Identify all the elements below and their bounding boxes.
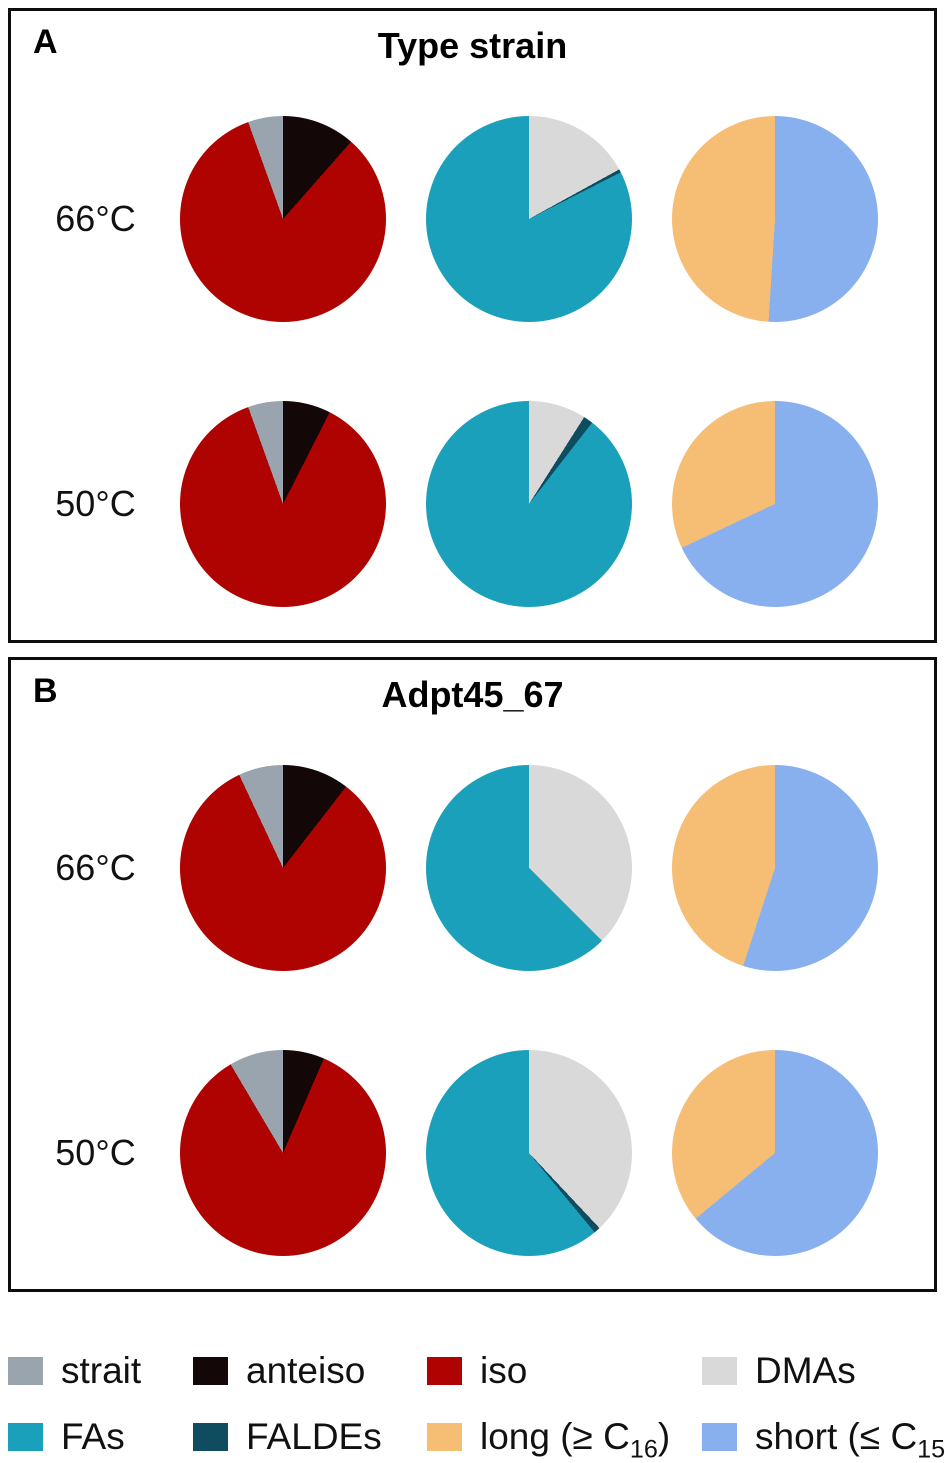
pie-chart-chain-length [672,765,878,971]
legend-swatch-anteiso [193,1357,228,1385]
pie-chart-branching [180,116,386,322]
temperature-label: 66°C [55,198,136,239]
pie-chart-branching [180,401,386,607]
panel-b-rows: 66°C 50°C [11,765,934,1256]
pie-chart-chain-length [672,1050,878,1256]
legend-label-FALDEs: FALDEs [246,1416,382,1457]
pie-chart-chain-length [672,401,878,607]
panel-b-title: Adpt45_67 [381,674,564,715]
pie-row: 50°C [11,401,934,607]
pie-row: 66°C [11,765,934,971]
panel-a-rows: 66°C 50°C [11,116,934,607]
legend-item-DMAs: DMAs [702,1350,945,1392]
legend-swatch-FAs [8,1423,43,1451]
legend-label-subscript: 15 [917,1435,945,1463]
legend-item-short: short (≤ C15) [702,1416,945,1463]
legend-item-iso: iso [427,1350,702,1392]
temperature-label: 50°C [55,1132,136,1173]
legend-swatch-DMAs [702,1357,737,1385]
temperature-label: 66°C [55,847,136,888]
legend-item-anteiso: anteiso [193,1350,427,1392]
pie-row: 50°C [11,1050,934,1256]
legend-label-strait: strait [61,1350,142,1391]
legend-item-FAs: FAs [8,1416,193,1458]
panel-a-corner-label: A [33,23,58,61]
panel-a-title: Type strain [377,25,568,66]
legend-label-subscript: 16 [629,1435,658,1463]
panel-b-corner-label: B [33,672,58,710]
legend-item-long: long (≥ C16) [427,1416,702,1463]
legend-label-DMAs: DMAs [755,1350,856,1391]
legend-swatch-strait [8,1357,43,1385]
pie-chart-branching [180,765,386,971]
legend-label-long: long (≥ C16) [480,1416,671,1463]
pie-row: 66°C [11,116,934,322]
legend-item-strait: strait [8,1350,193,1392]
legend-swatch-FALDEs [193,1423,228,1451]
pie-chart-fa-classes [426,1050,632,1256]
legend-label-short: short (≤ C15) [755,1416,945,1463]
temperature-label: 50°C [55,483,136,524]
panel-adpt45-67: B Adpt45_67 66°C 50°C [8,657,937,1292]
pie-chart-fa-classes [426,401,632,607]
panel-b-header: B Adpt45_67 [11,660,934,722]
pie-chart-fa-classes [426,116,632,322]
pie-chart-branching [180,1050,386,1256]
legend-swatch-long [427,1423,462,1451]
legend-swatch-short [702,1423,737,1451]
panel-type-strain: A Type strain 66°C 50°C [8,8,937,643]
legend: strait anteiso iso DMAs FAs FALDEs long (≥ C16… [8,1350,945,1463]
legend-item-FALDEs: FALDEs [193,1416,427,1458]
legend-swatch-iso [427,1357,462,1385]
legend-label-anteiso: anteiso [246,1350,366,1391]
legend-label-FAs: FAs [61,1416,125,1457]
pie-chart-chain-length [672,116,878,322]
panel-a-header: A Type strain [11,11,934,73]
legend-label-iso: iso [480,1350,528,1391]
pie-chart-fa-classes [426,765,632,971]
